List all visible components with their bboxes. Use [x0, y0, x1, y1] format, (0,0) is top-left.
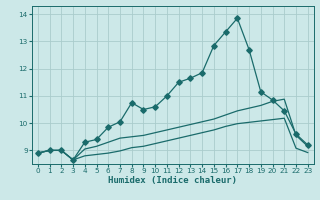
- X-axis label: Humidex (Indice chaleur): Humidex (Indice chaleur): [108, 176, 237, 185]
